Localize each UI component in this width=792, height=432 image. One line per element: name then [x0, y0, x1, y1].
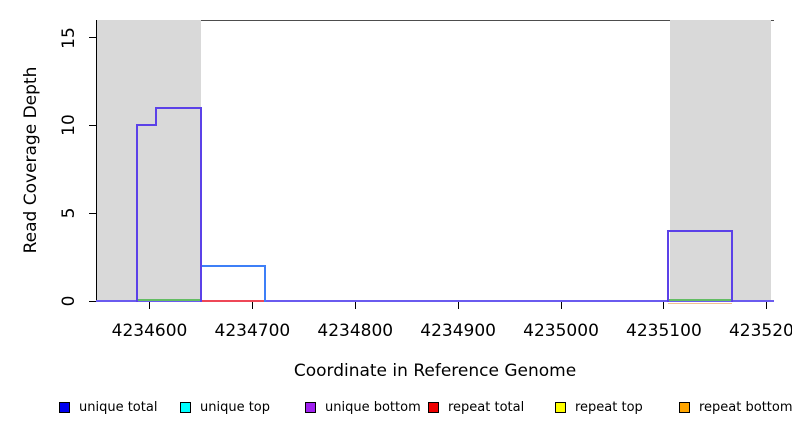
legend-swatch [305, 401, 316, 413]
x-axis-tick [663, 302, 665, 309]
legend-item: unique total [59, 396, 157, 418]
x-axis-tick [148, 302, 150, 309]
y-axis-tick [89, 300, 96, 302]
y-axis-line [96, 20, 97, 302]
legend-item: unique bottom [305, 396, 421, 418]
legend-swatch [679, 401, 690, 413]
legend-label: repeat bottom [699, 399, 792, 415]
y-axis-title: Read Coverage Depth [21, 66, 41, 254]
baseline-segment [96, 300, 774, 302]
x-axis-tick [766, 302, 768, 309]
y-axis-tick-label: 5 [59, 207, 79, 219]
y-axis-tick [89, 212, 96, 214]
legend-item: repeat bottom [679, 396, 792, 418]
coverage-step-unique-bottom [667, 229, 670, 302]
y-axis-tick [89, 124, 96, 126]
baseline-segment [668, 302, 732, 304]
x-axis-tick-label: 4234900 [420, 321, 496, 341]
y-axis-tick [89, 37, 96, 39]
coverage-step-unique-bottom [154, 106, 202, 109]
coverage-step-unique-bottom [154, 106, 157, 127]
y-axis-tick-label: 15 [59, 26, 79, 49]
x-axis-tick-label: 4234700 [214, 321, 291, 341]
legend-label: unique top [200, 399, 271, 415]
x-axis-tick [560, 302, 562, 309]
plot-top-border [96, 20, 774, 21]
legend-label: unique total [79, 399, 158, 415]
legend-swatch [428, 401, 439, 413]
x-axis-title: Coordinate in Reference Genome [293, 361, 577, 381]
coverage-step-unique-bottom [667, 229, 733, 232]
x-axis-tick-label: 4234600 [111, 321, 188, 341]
shaded-region [670, 20, 771, 301]
legend-swatch [180, 401, 191, 413]
coverage-step-unique-bottom [136, 124, 157, 127]
legend-label: unique bottom [325, 399, 421, 415]
legend-item: unique top [180, 396, 270, 418]
coverage-step-unique-bottom [136, 124, 139, 302]
y-axis-tick-label: 10 [59, 114, 79, 137]
coverage-step-unique-total [263, 264, 266, 302]
baseline-segment [200, 300, 265, 302]
legend-item: repeat top [555, 396, 643, 418]
x-axis-tick [457, 302, 459, 309]
shaded-region [97, 20, 201, 301]
legend-label: repeat total [448, 399, 525, 415]
x-axis-tick-label: 4234800 [317, 321, 394, 341]
legend-label: repeat top [575, 399, 643, 415]
x-axis-tick [354, 302, 356, 309]
legend-item: repeat total [428, 396, 524, 418]
y-axis-tick-label: 0 [59, 295, 79, 307]
x-axis-tick [251, 302, 253, 309]
baseline-segment [137, 298, 201, 301]
coverage-step-unique-bottom [199, 106, 202, 302]
legend-swatch [59, 401, 70, 413]
x-axis-tick-label: 4235100 [626, 321, 702, 341]
x-axis-tick-label: 4235000 [523, 321, 599, 341]
x-axis-tick-label: 4235200 [728, 321, 792, 341]
legend: unique total unique top unique bottom repea… [0, 396, 792, 420]
baseline-segment [668, 298, 732, 301]
coverage-step-unique-total [199, 264, 266, 267]
legend-swatch [555, 401, 566, 413]
coverage-step-unique-bottom [730, 229, 733, 302]
